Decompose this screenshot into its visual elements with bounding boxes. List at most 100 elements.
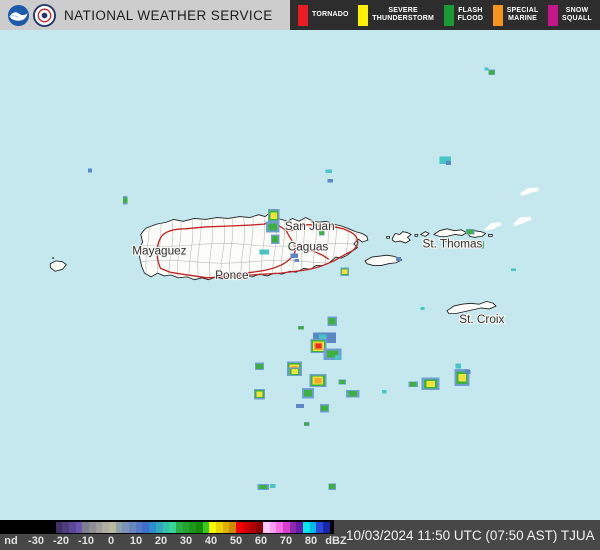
radar-echo [325,169,333,174]
colorbar-segment [289,522,297,533]
colorbar-segment [182,522,190,533]
scale-tick: -30 [28,535,44,547]
legend-item-flash-flood: FLASH FLOOD [443,4,484,26]
colorbar-segment [316,522,323,533]
colorbar-segment [48,522,56,533]
bottom-bar: nd -30 -20 -10 0 10 20 30 40 50 60 70 80 dBZ 10/03/20… [0,520,600,550]
radar-echo [480,241,485,249]
colorbar-segment [249,522,257,533]
radar-echo [338,379,347,385]
colorbar-segment [142,522,150,533]
scale-tick: -10 [78,535,94,547]
radar-echo [288,367,301,376]
radar-echo [266,221,280,233]
colorbar-segment [175,522,183,533]
timestamp-text: 10/03/2024 11:50 UTC (07:50 AST) TJUA [346,527,595,543]
radar-echo [122,195,128,205]
scale-tick: 30 [179,535,193,547]
legend-item-tornado: TORNADO [298,4,349,26]
radar-echo [323,348,342,360]
radar-echo [296,404,304,408]
radar-echo [381,389,387,394]
colorbar-segment [162,522,170,533]
colorbar-segment [269,522,277,533]
scale-tick: 60 [254,535,268,547]
colorbar-segment [82,522,89,533]
legend-item-snow-squall: SNOW SQUALL [548,4,592,26]
legend-item-special-marine: SPECIAL MARINE [492,4,539,26]
colorbar-segment [262,522,270,533]
radar-echo [408,381,418,388]
colorbar-segment [42,522,49,533]
colorbar-segment [102,522,109,533]
colorbar-segment [149,522,156,533]
islet [414,234,419,237]
radar-echo [254,362,265,371]
logo-group [0,3,56,27]
islet [488,234,493,237]
vieques-island [364,254,403,267]
colorbar-segment [115,522,123,533]
colorbar-segment [242,522,250,533]
radar-echo [421,377,440,390]
radar-map-svg: Mayaguez San Juan Caguas Ponce St. Thomas St.… [49,67,540,490]
colorbar-segment [8,522,16,533]
colorbar-segment [15,522,23,533]
city-label: Caguas [288,241,329,254]
severe-thunderstorm-swatch [358,4,369,26]
mona-island [49,260,67,272]
legend-item-label: TORNADO [312,11,349,18]
scale-tick: 70 [279,535,293,547]
radar-echo [318,334,327,340]
radar-echo [488,69,496,76]
reflectivity-scale: nd -30 -20 -10 0 10 20 30 40 50 60 70 80 dBZ [0,520,347,550]
radar-echo [327,178,333,183]
colorbar-segment [28,522,36,533]
scale-tick: 10 [129,535,143,547]
city-label: St. Thomas [423,238,483,251]
scale-tick: nd [4,535,18,547]
city-label: St. Croix [459,313,504,326]
scale-tick: 50 [229,535,243,547]
radar-echo [484,67,489,71]
legend-item-label: SNOW SQUALL [562,7,592,22]
colorbar-segment [75,522,83,533]
radar-echo [396,257,401,261]
islet [52,257,55,259]
legend-item-label: SPECIAL MARINE [506,7,539,22]
colorbar-segment [302,522,310,533]
legend-item-label: SEVERE THUNDERSTORM [372,7,435,22]
legend-item-severe-thunderstorm: SEVERE THUNDERSTORM [358,4,435,26]
scale-tick: dBZ [325,535,347,547]
colorbar-segment [95,522,103,533]
radar-echo [269,484,276,488]
radar-echo [253,389,266,400]
radar-echo [346,389,360,398]
scale-tick-labels: nd -30 -20 -10 0 10 20 30 40 50 60 70 80 dBZ [0,534,347,550]
city-label: Mayaguez [132,244,186,257]
snow-squall-swatch [548,4,559,26]
warning-legend: TORNADO SEVERE THUNDERSTORM FLASH FLOOD SPECI… [290,0,600,30]
page-title: NATIONAL WEATHER SERVICE [64,7,273,23]
radar-echo [257,484,269,490]
noaa-logo-icon [7,4,30,26]
colorbar-segment [209,522,216,533]
colorbar-segment [155,522,163,533]
colorbar-segment [169,522,176,533]
radar-echo [309,373,327,388]
tornado-swatch [298,4,308,26]
special-marine-swatch [492,4,503,26]
legend-item-label: FLASH FLOOD [457,7,484,22]
scale-tick: 40 [204,535,218,547]
colorbar-segment [282,522,290,533]
radar-echo [87,168,92,173]
colorbar-segment [276,522,283,533]
city-label: San Juan [285,220,335,233]
colorbar-segment [35,522,43,533]
reflectivity-colorbar [2,522,330,533]
st-croix-island [446,300,497,315]
radar-echo [455,363,462,369]
colorbar-segment [189,522,196,533]
scale-tick: -20 [53,535,69,547]
